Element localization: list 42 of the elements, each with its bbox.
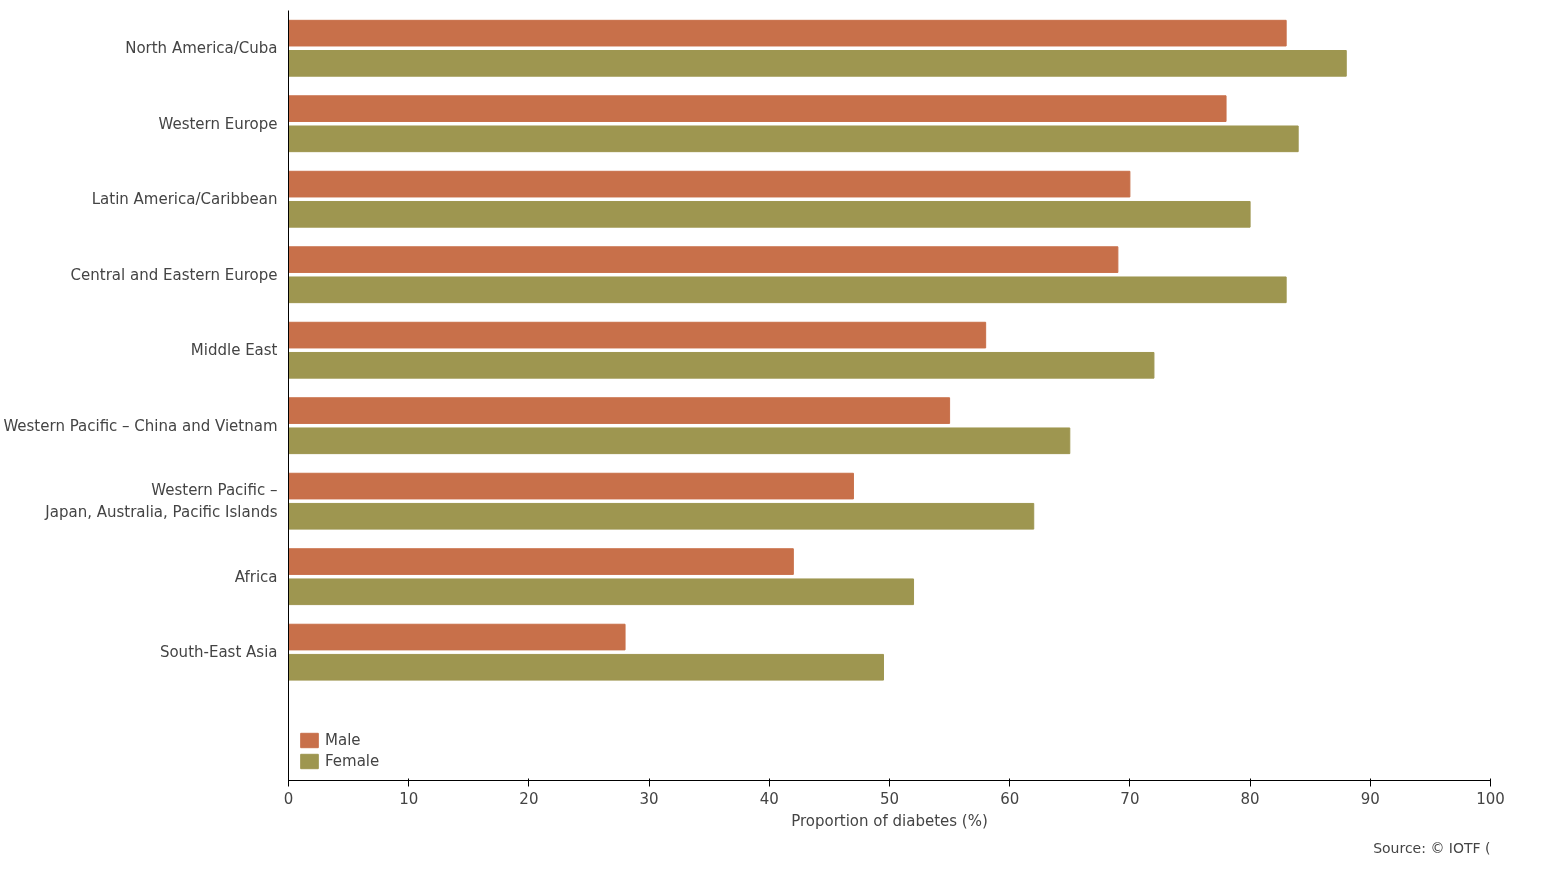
- bar: [288, 578, 915, 606]
- y-tick-label: North America/Cuba: [125, 39, 278, 58]
- x-tick-label: 70: [1120, 789, 1140, 808]
- bar: [288, 548, 794, 575]
- y-tick-label: South-East Asia: [159, 643, 278, 662]
- legend-label: Female: [325, 752, 380, 770]
- x-tick-label: 100: [1476, 789, 1505, 808]
- bar: [288, 321, 987, 349]
- bar: [288, 95, 1227, 122]
- y-tick-label: Central and Eastern Europe: [70, 265, 278, 284]
- x-tick-label: 20: [519, 789, 539, 808]
- bar: [288, 170, 1131, 198]
- x-tick-label: 50: [879, 789, 900, 808]
- x-tick-label: 80: [1240, 789, 1260, 808]
- bar: [288, 50, 1347, 77]
- x-tick-label: 10: [399, 789, 419, 808]
- y-tick-label: Latin America/Caribbean: [91, 190, 278, 209]
- y-tick-label: Western Pacific – China and Vietnam: [3, 416, 278, 435]
- x-axis-title: Proportion of diabetes (%): [791, 811, 988, 830]
- x-tick-label: 30: [639, 789, 659, 808]
- bar: [288, 397, 951, 424]
- bar: [288, 125, 1299, 153]
- bar: [288, 472, 854, 500]
- y-tick-label: Western Europe: [158, 114, 278, 133]
- y-tick-label: Western Pacific – Japan, Australia, Pacific Islands: [44, 481, 278, 521]
- bar: [288, 653, 884, 681]
- legend-label: Male: [325, 731, 361, 749]
- bar: [288, 200, 1251, 228]
- bar: [288, 351, 1155, 379]
- bar: [288, 502, 1035, 530]
- y-tick-label: Middle East: [190, 341, 278, 360]
- x-tick-label: 60: [1000, 789, 1020, 808]
- bar: [288, 427, 1071, 455]
- bar: [288, 276, 1287, 304]
- x-tick-label: 40: [759, 789, 779, 808]
- x-tick-label: 0: [283, 789, 294, 808]
- y-tick-label: Africa: [234, 567, 278, 586]
- x-tick-label: 90: [1360, 789, 1380, 808]
- source-note: Source: © IOTF (: [1373, 839, 1491, 856]
- bar: [288, 623, 626, 651]
- bar: [288, 19, 1287, 47]
- bar: [288, 246, 1119, 273]
